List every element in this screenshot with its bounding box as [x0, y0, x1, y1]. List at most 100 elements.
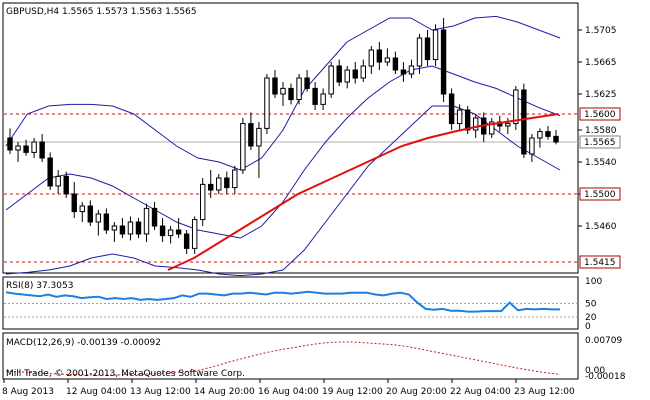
candle — [360, 59, 366, 82]
candle-body-bear — [23, 145, 29, 153]
price-level-label: 1.5500 — [584, 190, 616, 200]
candle-body-bear — [448, 93, 455, 125]
candle-body-bear — [400, 69, 407, 75]
candle — [15, 142, 21, 162]
candle — [216, 174, 222, 194]
time-tick-label: 8 Aug 2013 — [2, 387, 54, 397]
candle — [23, 139, 29, 156]
candle — [529, 134, 535, 162]
candle — [127, 216, 134, 241]
candle — [408, 59, 415, 78]
candle-body-bear — [63, 175, 69, 195]
candle — [545, 126, 551, 140]
candle-body-bear — [183, 233, 190, 249]
time-axis: 8 Aug 2013 12 Aug 04:00 13 Aug 12:00 14 Aug… — [2, 379, 575, 397]
candle-body-bear — [47, 157, 53, 187]
candle — [256, 122, 262, 178]
candle-body-bear — [103, 213, 110, 231]
candle-body-bear — [553, 135, 559, 143]
candle-body-bear — [272, 77, 278, 95]
moving-average-line — [167, 113, 559, 271]
candle-body-bear — [352, 69, 358, 79]
candle-body-bull — [95, 213, 102, 223]
candle-body-bull — [167, 229, 174, 237]
candle — [103, 208, 110, 234]
candle — [232, 166, 238, 194]
candle-body-bull — [456, 109, 463, 125]
candle — [328, 62, 334, 98]
candle — [280, 82, 286, 106]
candle — [513, 86, 519, 130]
candle — [392, 51, 399, 74]
candle — [175, 218, 182, 238]
rsi-panel-frame[interactable] — [2, 276, 579, 330]
price-levels — [4, 113, 578, 263]
candle-body-bull — [216, 177, 222, 191]
candle-body-bear — [521, 89, 527, 155]
rsi-tick-label: 50 — [585, 300, 597, 310]
candle-body-bull — [432, 29, 439, 61]
candle-body-bull — [384, 57, 391, 63]
candle-body-bull — [55, 175, 61, 187]
candle — [95, 210, 102, 236]
candle — [296, 74, 302, 105]
candle — [424, 30, 431, 66]
candle — [336, 59, 342, 86]
candle-body-bull — [296, 77, 302, 101]
price-tick-label: 1.5625 — [585, 90, 617, 100]
candle — [553, 130, 559, 145]
rsi-tick-label: 0 — [585, 322, 591, 332]
rsi-indicator: 100 50 200 — [4, 277, 602, 332]
candle — [432, 24, 439, 66]
candle-body-bull — [537, 131, 543, 139]
time-tick-label: 14 Aug 20:00 — [194, 387, 255, 397]
candle-body-bull — [240, 123, 246, 171]
candle-body-bull — [127, 221, 134, 235]
chart-symbol-ohlc: GBPUSD,H4 1.5565 1.5573 1.5563 1.5565 — [6, 7, 197, 17]
candle — [416, 34, 423, 74]
candle — [224, 171, 230, 194]
candle — [183, 230, 190, 254]
price-level-label-box — [579, 255, 621, 269]
macd-signal-line — [5, 341, 561, 376]
candle — [248, 112, 254, 150]
time-tick-label: 23 Aug 12:00 — [514, 387, 575, 397]
candle-body-bull — [489, 121, 495, 135]
candle-body-bear — [288, 87, 294, 101]
candle-body-bull — [513, 89, 519, 125]
price-level-labels: 1.5600 1.5565 1.5500 1.5415 — [579, 107, 621, 269]
candle-body-bull — [320, 93, 326, 105]
candle-body-bear — [224, 177, 230, 189]
candle — [55, 170, 61, 194]
price-axis: 1.5705 1.5665 1.5625 1.5580 1.5540 1.5500 1.54… — [578, 26, 617, 232]
candle — [63, 171, 69, 198]
macd-panel-frame[interactable] — [2, 332, 579, 380]
candle — [376, 42, 383, 70]
price-level-label: 1.5600 — [584, 110, 616, 120]
macd-tick-label: -0.00018 — [585, 372, 626, 382]
price-level-label-box — [579, 187, 621, 201]
candle — [448, 88, 455, 130]
price-tick-label: 1.5705 — [585, 26, 617, 36]
candle-body-bear — [135, 221, 142, 235]
candle — [320, 88, 326, 110]
candle-body-bull — [200, 183, 206, 221]
candle-body-bull — [191, 219, 198, 249]
candle — [208, 170, 214, 198]
rsi-tick-label: 20 — [585, 313, 597, 323]
macd-indicator: 0.00709 0.00-0.00018 — [5, 336, 626, 382]
price-level-label: 1.5565 — [584, 138, 616, 148]
candle-body-bull — [360, 65, 366, 79]
candle — [456, 104, 463, 130]
candle-body-bear — [312, 87, 318, 105]
time-tick-label: 20 Aug 20:00 — [386, 387, 447, 397]
candle-body-bull — [408, 65, 415, 75]
candle — [111, 222, 118, 242]
rsi-tick-label: 100 — [585, 277, 602, 287]
candle — [7, 128, 13, 154]
price-level-label-box — [579, 107, 621, 121]
time-tick-label: 22 Aug 04:00 — [450, 387, 511, 397]
candle-body-bull — [15, 145, 21, 151]
candle-body-bull — [368, 49, 375, 67]
